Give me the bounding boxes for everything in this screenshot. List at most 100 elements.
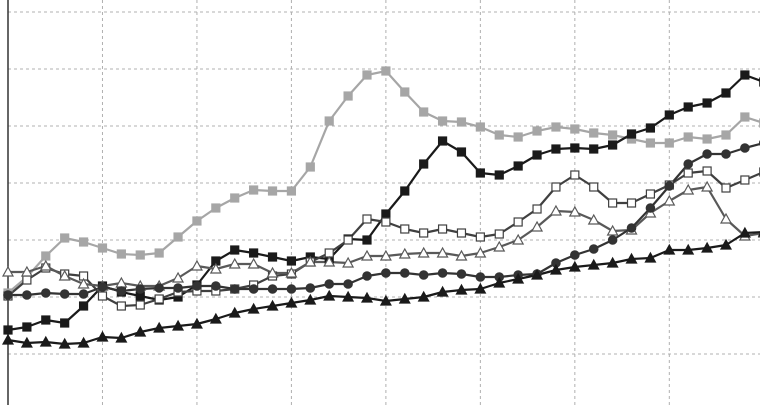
marker — [721, 183, 731, 193]
marker — [417, 246, 430, 258]
marker — [266, 266, 279, 278]
marker — [286, 256, 297, 266]
marker — [398, 247, 411, 259]
marker — [192, 216, 202, 226]
marker — [644, 251, 657, 263]
marker — [285, 266, 298, 278]
marker — [60, 318, 70, 328]
marker — [721, 88, 731, 98]
marker — [153, 321, 166, 333]
marker — [419, 107, 429, 117]
marker — [381, 66, 391, 76]
marker — [154, 294, 164, 304]
marker — [20, 336, 33, 348]
marker — [286, 186, 297, 196]
marker — [625, 252, 638, 264]
marker — [97, 282, 108, 292]
marker — [267, 284, 278, 294]
marker — [230, 193, 240, 203]
marker — [512, 272, 525, 284]
marker — [721, 130, 731, 140]
marker — [58, 337, 71, 349]
marker — [551, 182, 561, 192]
marker — [475, 168, 485, 178]
marker — [663, 243, 676, 255]
marker — [664, 138, 674, 148]
marker — [379, 294, 392, 306]
marker — [400, 224, 410, 234]
marker — [475, 122, 485, 132]
marker — [324, 279, 335, 289]
marker — [362, 214, 372, 224]
marker — [400, 186, 410, 196]
marker — [493, 240, 506, 252]
marker — [513, 132, 523, 142]
marker — [588, 244, 599, 254]
marker — [589, 144, 599, 154]
marker — [305, 162, 315, 172]
marker — [645, 138, 656, 148]
marker — [683, 132, 693, 142]
marker — [116, 286, 127, 296]
marker — [532, 204, 542, 214]
marker — [398, 292, 411, 304]
marker — [494, 170, 504, 180]
marker — [228, 257, 241, 269]
marker — [39, 335, 52, 347]
marker — [135, 284, 146, 294]
marker — [362, 235, 372, 245]
marker — [608, 140, 618, 150]
marker — [304, 255, 317, 267]
marker — [134, 325, 147, 337]
marker — [362, 271, 372, 281]
marker — [59, 289, 70, 299]
marker — [587, 258, 600, 270]
marker — [740, 70, 750, 80]
marker — [343, 91, 353, 101]
marker — [172, 271, 185, 283]
marker — [3, 325, 13, 335]
marker — [96, 330, 109, 342]
marker — [532, 150, 542, 160]
marker — [549, 204, 562, 216]
marker — [247, 302, 260, 314]
marker — [135, 250, 145, 260]
marker — [701, 241, 714, 253]
marker — [41, 315, 51, 325]
marker — [381, 209, 391, 219]
marker — [494, 130, 504, 140]
marker — [323, 255, 336, 267]
marker — [342, 256, 355, 268]
marker — [418, 270, 429, 280]
marker — [493, 276, 506, 288]
marker — [362, 70, 372, 80]
marker — [97, 291, 108, 301]
marker — [419, 159, 429, 169]
marker — [456, 228, 467, 238]
marker — [1, 265, 15, 277]
marker — [626, 129, 637, 139]
marker — [607, 235, 618, 245]
marker — [267, 252, 278, 262]
marker — [40, 288, 51, 298]
marker — [343, 235, 353, 245]
marker — [172, 319, 185, 331]
marker — [360, 291, 374, 303]
marker — [570, 124, 580, 134]
marker — [343, 279, 353, 289]
marker — [570, 170, 580, 180]
marker — [702, 134, 712, 144]
marker — [22, 322, 32, 332]
marker — [494, 229, 504, 239]
marker — [532, 126, 542, 136]
marker — [229, 284, 240, 294]
marker — [41, 251, 51, 261]
marker — [436, 285, 449, 297]
marker — [399, 268, 410, 278]
marker — [568, 205, 581, 217]
marker — [437, 136, 448, 146]
marker — [342, 290, 355, 302]
marker — [608, 198, 618, 208]
marker — [60, 233, 70, 243]
marker — [22, 290, 32, 300]
